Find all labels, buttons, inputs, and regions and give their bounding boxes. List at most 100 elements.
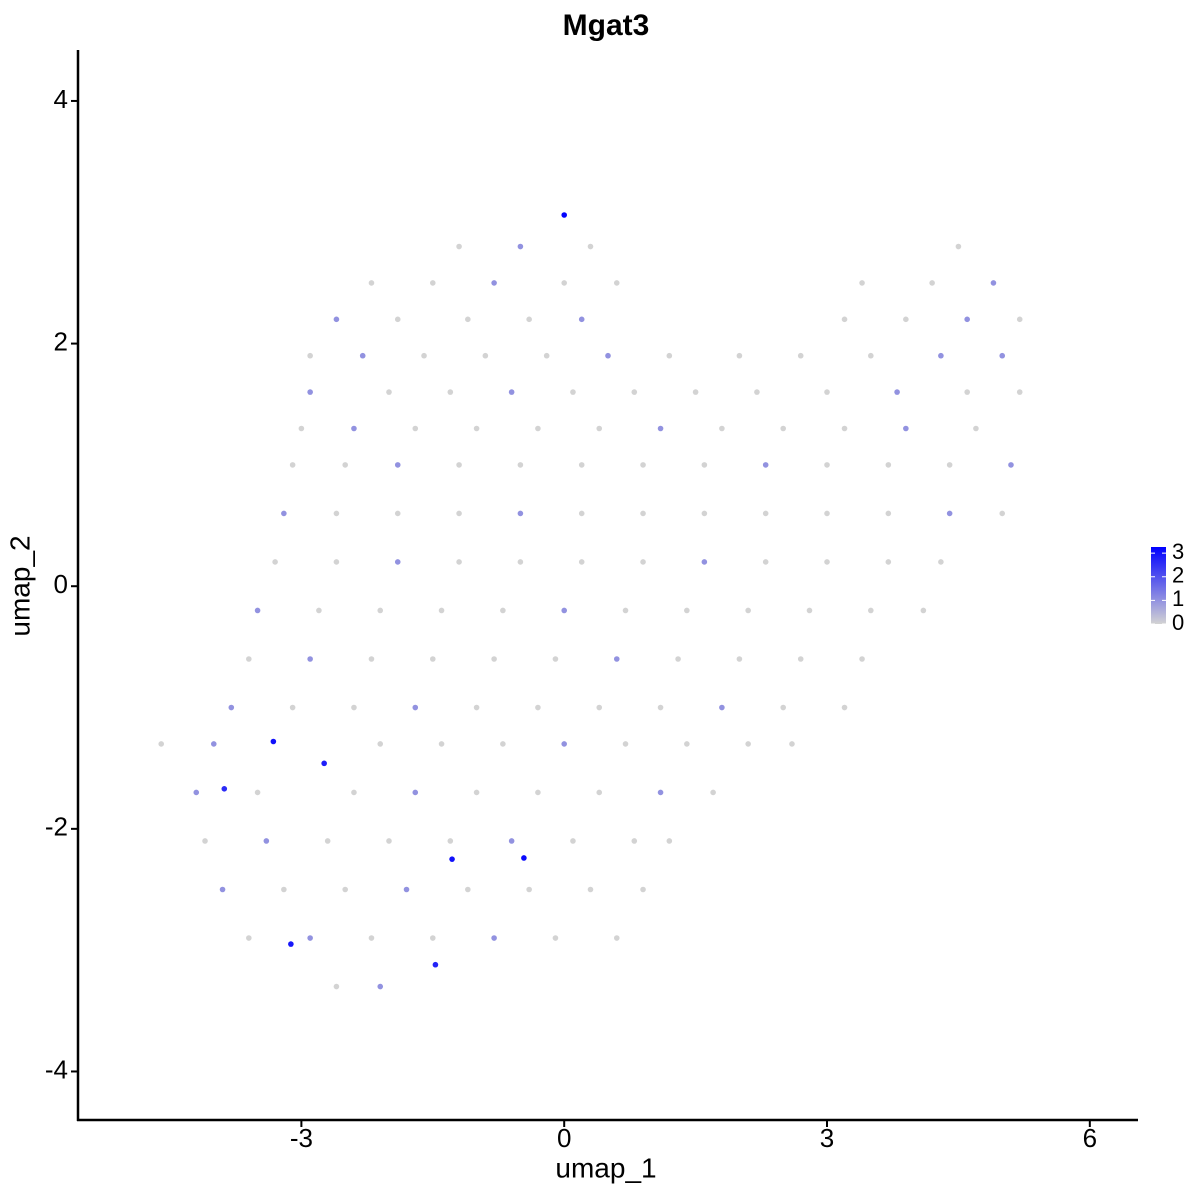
point — [640, 559, 646, 565]
point — [543, 352, 550, 359]
x-axis-label: umap_1 — [555, 1152, 656, 1183]
point — [885, 462, 892, 468]
point — [1016, 389, 1023, 395]
point — [368, 280, 375, 286]
point — [578, 316, 585, 323]
point — [412, 425, 419, 432]
point — [692, 389, 699, 395]
point — [903, 425, 909, 432]
point — [456, 462, 462, 468]
point — [517, 510, 524, 517]
point — [929, 280, 935, 286]
point — [745, 741, 751, 747]
point — [473, 425, 480, 432]
point — [570, 838, 576, 844]
point — [824, 559, 830, 565]
point — [210, 741, 217, 747]
point — [202, 838, 208, 844]
point — [859, 280, 865, 286]
chart-title: Mgat3 — [563, 9, 650, 42]
point — [517, 559, 524, 565]
point — [964, 316, 970, 323]
point — [456, 243, 462, 250]
point — [675, 656, 681, 662]
point — [797, 352, 804, 359]
point — [517, 462, 524, 468]
point — [438, 607, 445, 614]
point — [394, 462, 401, 468]
point — [920, 607, 927, 614]
point — [289, 462, 296, 468]
point — [246, 935, 252, 941]
point — [736, 352, 743, 359]
point — [456, 510, 462, 517]
point — [596, 425, 603, 432]
point — [473, 704, 480, 711]
point — [841, 316, 848, 323]
point — [508, 838, 515, 844]
point — [254, 607, 261, 614]
colorbar-tick-label: 1 — [1172, 586, 1184, 611]
point — [640, 886, 646, 893]
point — [587, 886, 594, 893]
point — [745, 607, 751, 614]
point — [221, 786, 228, 792]
point — [587, 243, 594, 250]
point — [359, 352, 366, 359]
points — [158, 212, 1023, 990]
point — [333, 983, 340, 990]
point — [456, 559, 462, 565]
point — [640, 510, 646, 517]
point — [449, 856, 455, 862]
point — [368, 935, 375, 941]
point — [521, 855, 527, 861]
y-tick-label: 2 — [54, 326, 68, 356]
point — [491, 280, 497, 286]
x-tick-label: 0 — [557, 1123, 571, 1153]
point — [780, 425, 787, 432]
point — [666, 352, 673, 359]
point — [841, 704, 848, 711]
point — [333, 316, 340, 323]
point — [824, 462, 830, 468]
point — [657, 704, 664, 711]
y-axis-label: umap_2 — [4, 535, 35, 636]
point — [701, 462, 708, 468]
y-tick-label: 4 — [54, 84, 68, 114]
point — [903, 316, 909, 323]
point — [754, 389, 760, 395]
point — [701, 510, 708, 517]
point — [403, 886, 410, 893]
point — [394, 510, 401, 517]
point — [473, 789, 480, 796]
point — [421, 352, 427, 359]
point — [990, 280, 997, 286]
colorbar — [1151, 547, 1166, 624]
point — [719, 704, 725, 711]
y-tick-label: -4 — [45, 1054, 68, 1084]
point — [666, 838, 673, 844]
point — [288, 941, 294, 947]
point — [254, 789, 261, 796]
point — [342, 462, 348, 468]
point — [570, 389, 576, 395]
x-tick-label: 6 — [1083, 1123, 1097, 1153]
point — [797, 656, 804, 662]
point — [432, 961, 439, 968]
point — [281, 510, 287, 517]
point — [578, 462, 585, 468]
point — [333, 510, 340, 517]
point — [859, 656, 865, 662]
point — [596, 704, 603, 711]
point — [307, 389, 313, 395]
point — [508, 389, 515, 395]
point — [465, 316, 471, 323]
point — [561, 607, 567, 614]
point — [938, 559, 944, 565]
point — [526, 316, 532, 323]
point — [386, 389, 392, 395]
point — [552, 656, 559, 662]
point — [684, 607, 690, 614]
point — [429, 656, 436, 662]
point — [535, 425, 541, 432]
